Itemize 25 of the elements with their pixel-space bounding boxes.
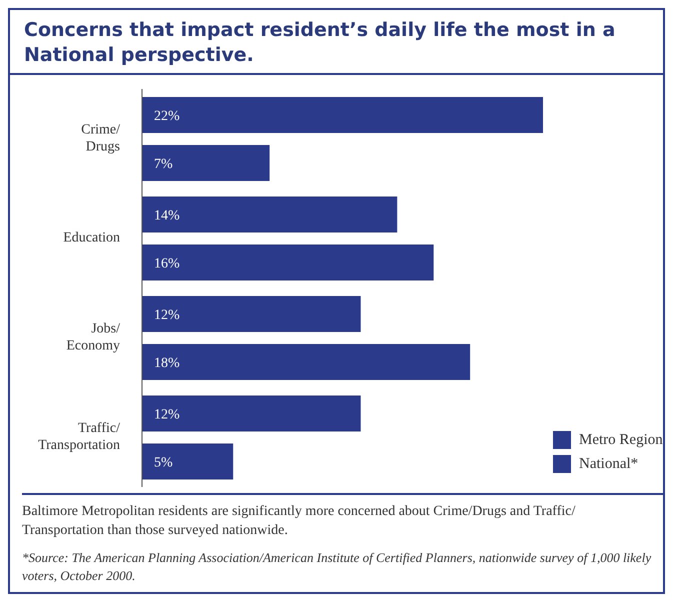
bar <box>142 296 361 332</box>
data-label: 14% <box>154 208 180 224</box>
y-tick-label: Jobs/ Economy <box>66 322 120 354</box>
data-label: 12% <box>154 308 180 324</box>
y-tick-label: Traffic/ Transportation <box>38 421 120 454</box>
chart-title: Concerns that impact resident’s daily life the most in a National perspective. <box>10 10 663 76</box>
bar <box>142 196 398 233</box>
legend-label: National* <box>579 456 638 473</box>
data-label: 5% <box>154 456 173 471</box>
bar <box>142 244 434 281</box>
data-label: 16% <box>154 256 180 272</box>
data-label: 7% <box>154 157 173 172</box>
bar <box>142 145 270 182</box>
text: Baltimore Metropolitan residents are significantly more concerned about Crime/Drugs and Traffic/ Transportation than those surveyed nationwide. <box>22 503 576 540</box>
y-tick-label: Education <box>63 230 120 246</box>
data-label: 12% <box>154 408 180 423</box>
text: *Source: The American Planning Association/American Institute of Certified Planners, nationwide survey of 1,000 likely voters, October 2000. <box>22 549 652 584</box>
y-tick-label: Crime/ Drugs <box>81 122 120 155</box>
bar <box>142 344 470 380</box>
bar <box>142 444 234 480</box>
legend-label: Metro Region <box>579 432 663 449</box>
data-label: 22% <box>154 109 180 124</box>
data-label: 18% <box>154 356 180 372</box>
bar <box>142 396 361 432</box>
bar <box>142 97 543 134</box>
